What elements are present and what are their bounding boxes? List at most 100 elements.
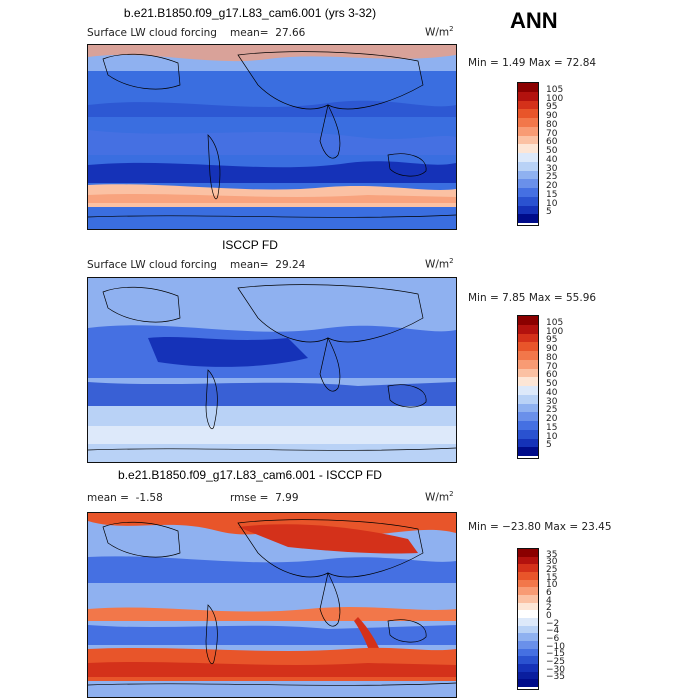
panel-3-units-text: W/m [425,491,450,504]
panel-2-colorbar-labels: 105 100 95 90 80 70 60 50 40 30 25 20 15 10 5 [546,315,576,459]
panel-2-mean-text: mean= [230,259,269,271]
colorbar-label: −6 [546,634,560,644]
panel-2-units-text: W/m [425,258,450,271]
colorbar-swatch [518,602,538,611]
colorbar-swatch [518,359,538,369]
colorbar-swatch [518,438,538,448]
panel-3-rmse-label: rmse = 7.99 [230,492,299,504]
colorbar-swatch [518,205,538,215]
colorbar-swatch [518,610,538,618]
panel-1-map-canvas [88,45,456,229]
panel-1-field-label: Surface LW cloud forcing [87,27,217,39]
colorbar-swatch [518,161,538,171]
colorbar-swatch [518,196,538,206]
colorbar-label: 50 [546,379,558,389]
colorbar-swatch [518,342,538,351]
colorbar-swatch [518,429,538,439]
colorbar-label: 4 [546,595,552,606]
panel-2-mean-value: 29.24 [275,259,306,271]
colorbar-label: 30 [546,396,558,407]
colorbar-label: −2 [546,618,560,629]
panel-3-minmax: Min = −23.80 Max = 23.45 [468,521,612,533]
panel-1-colorbar-labels: 105 100 95 90 80 70 60 50 40 30 25 20 15 10 5 [546,82,576,226]
colorbar-label: 25 [546,172,558,183]
colorbar-swatch [518,564,538,572]
colorbar-label: 95 [546,102,558,113]
colorbar-label: 10 [546,580,558,591]
colorbar-swatch [518,368,538,378]
panel-3-mean-text: mean = [87,492,129,504]
colorbar-label: 15 [546,189,558,200]
colorbar-label: 5 [546,207,552,218]
colorbar-label: −15 [546,649,565,660]
colorbar-swatch [518,679,538,687]
colorbar-swatch [518,179,538,188]
colorbar-swatch [518,100,538,110]
colorbar-swatch [518,135,538,145]
panel-3-colorbar-labels: 35 30 25 15 10 6 4 2 0 −2 −4 −6 −10 −15 −25 −30 −35 [546,548,576,690]
panel-2-field-label: Surface LW cloud forcing [87,259,217,271]
colorbar-label: 105 [546,317,564,328]
colorbar-label: 60 [546,137,558,148]
colorbar-label: 5 [546,440,552,451]
colorbar-swatch [518,587,538,595]
colorbar-label: 70 [546,128,558,139]
colorbar-label: 40 [546,387,558,398]
colorbar-swatch [518,188,538,197]
colorbar-label: 15 [546,572,558,583]
colorbar-swatch [518,617,538,626]
colorbar-label: 10 [546,198,558,209]
colorbar-label: −35 [546,672,565,683]
colorbar-swatch [518,109,538,118]
colorbar-label: 80 [546,352,558,363]
colorbar-swatch [518,316,538,325]
colorbar-label: 0 [546,611,552,621]
colorbar-swatch [518,594,538,603]
colorbar-swatch [518,144,538,153]
colorbar-label: 2 [546,603,552,614]
colorbar-label: 25 [546,405,558,416]
panel-3-mean-label: mean = -1.58 [87,492,163,504]
colorbar-label: −25 [546,657,565,667]
panel-1-units-sup: 2 [449,25,454,33]
panel-2-mean-label: mean= 29.24 [230,259,305,271]
panel-1-colorbar [517,82,539,226]
colorbar-swatch [518,214,538,223]
colorbar-swatch [518,377,538,386]
colorbar-label: 30 [546,163,558,174]
colorbar-label: 50 [546,146,558,156]
colorbar-swatch [518,447,538,456]
panel-3-rmse-text: rmse = [230,492,269,504]
colorbar-swatch [518,126,538,136]
colorbar-swatch [518,656,538,664]
season-label: ANN [510,8,558,33]
colorbar-label: 20 [546,414,558,424]
panel-3-colorbar [517,548,539,690]
colorbar-label: 10 [546,431,558,442]
colorbar-swatch [518,579,538,588]
colorbar-swatch [518,118,538,127]
panel-1-mean-text: mean= [230,27,269,39]
panel-2-map [87,277,457,463]
panel-2-minmax: Min = 7.85 Max = 55.96 [468,292,597,304]
colorbar-swatch [518,170,538,180]
panel-1-units-text: W/m [425,26,450,39]
colorbar-label: 90 [546,111,558,121]
panel-1-map [87,44,457,230]
colorbar-swatch [518,556,538,565]
colorbar-label: −30 [546,664,565,675]
colorbar-label: −4 [546,626,560,637]
colorbar-label: 25 [546,565,558,575]
panel-2-map-canvas [88,278,456,462]
colorbar-label: 105 [546,84,564,95]
colorbar-label: 70 [546,361,558,372]
colorbar-swatch [518,421,538,430]
panel-2-colorbar [517,315,539,459]
panel-3-units-sup: 2 [449,490,454,498]
panel-1-mean-value: 27.66 [275,27,306,39]
panel-1-minmax: Min = 1.49 Max = 72.84 [468,57,597,69]
panel-1-mean-label: mean= 27.66 [230,27,305,39]
colorbar-swatch [518,394,538,404]
panel-3-units: W/m2 [425,490,454,504]
panel-2-title: ISCCP FD [222,238,278,252]
